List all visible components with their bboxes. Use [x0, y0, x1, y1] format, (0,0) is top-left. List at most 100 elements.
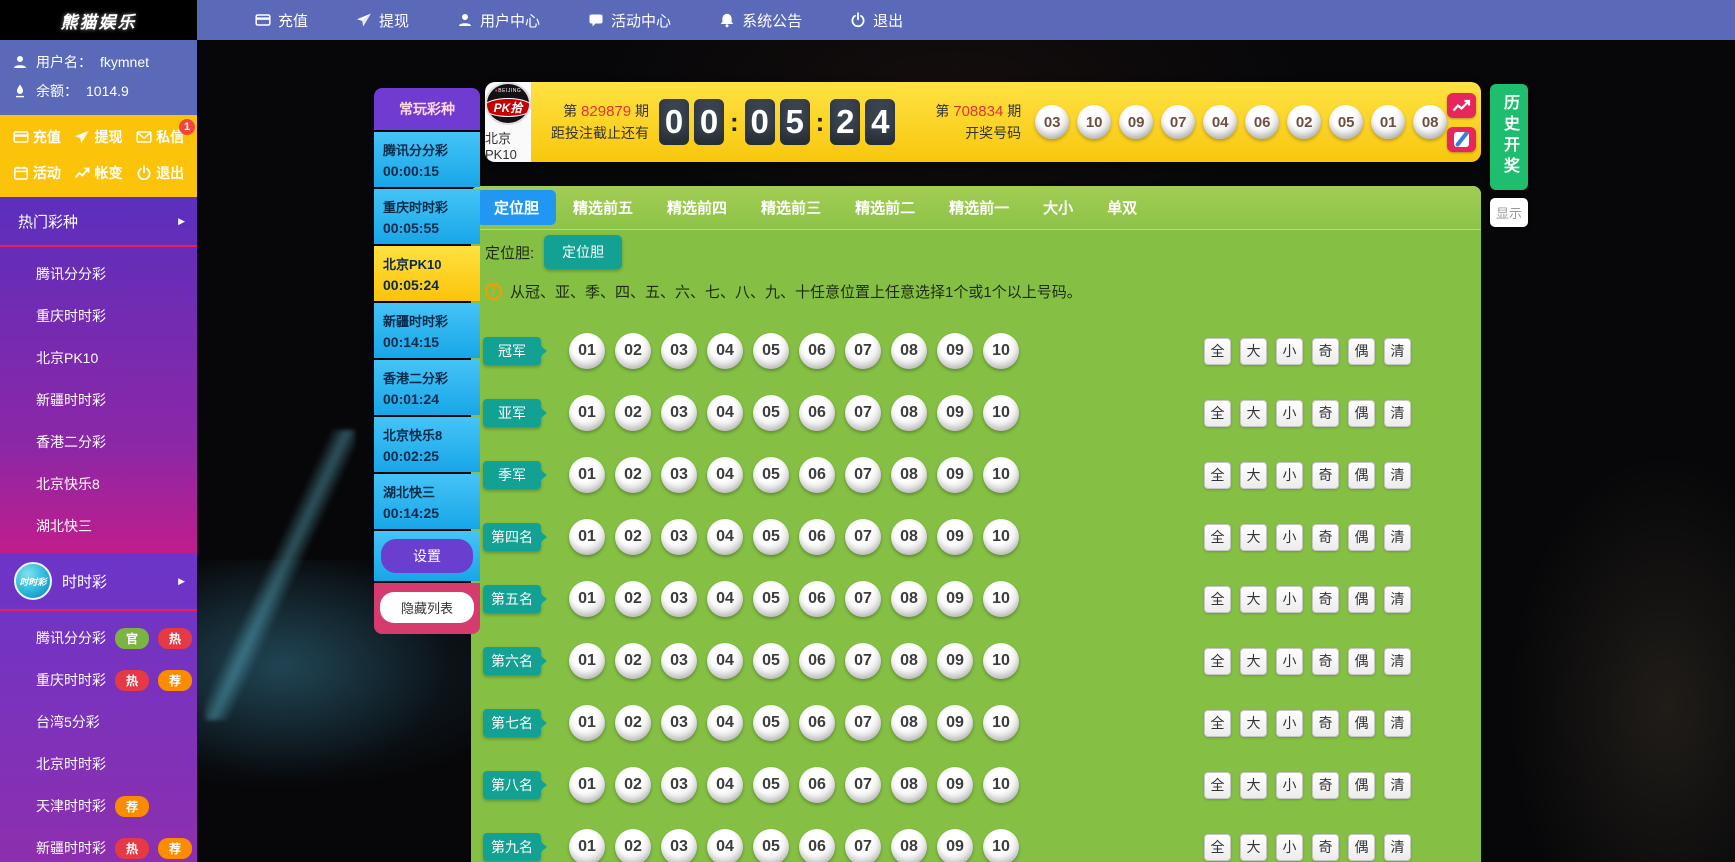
- bet-number-ball[interactable]: 03: [661, 643, 697, 679]
- mode-button[interactable]: 定位胆: [544, 235, 623, 269]
- bet-number-ball[interactable]: 07: [845, 333, 881, 369]
- bet-number-ball[interactable]: 05: [753, 395, 789, 431]
- bet-number-ball[interactable]: 07: [845, 705, 881, 741]
- bet-number-ball[interactable]: 03: [661, 767, 697, 803]
- sidebar-item[interactable]: 腾讯分分彩 官热: [0, 617, 197, 659]
- bet-tab[interactable]: 定位胆: [477, 190, 557, 225]
- sidebar-item[interactable]: 新疆时时彩 热荐: [0, 827, 197, 862]
- sidebar-item[interactable]: 北京PK10: [36, 350, 99, 366]
- quick-action-button[interactable]: 大: [1240, 833, 1267, 861]
- nav-item-logout[interactable]: 退出: [826, 0, 927, 40]
- bet-tab[interactable]: 大小: [1043, 200, 1074, 217]
- quick-button-withdraw[interactable]: 提现: [68, 127, 130, 147]
- quick-action-button[interactable]: 奇: [1312, 709, 1339, 737]
- quick-action-button[interactable]: 偶: [1348, 461, 1375, 489]
- nav-item-recharge[interactable]: 充值: [231, 0, 332, 40]
- lottery-list-item[interactable]: 湖北快三 00:14:25: [374, 474, 480, 529]
- show-button[interactable]: 显示: [1490, 198, 1528, 227]
- bet-number-ball[interactable]: 08: [891, 395, 927, 431]
- bet-number-ball[interactable]: 10: [983, 581, 1019, 617]
- sidebar-item[interactable]: 台湾5分彩: [36, 714, 100, 730]
- bet-number-ball[interactable]: 01: [569, 457, 605, 493]
- bet-number-ball[interactable]: 08: [891, 333, 927, 369]
- quick-action-button[interactable]: 偶: [1348, 771, 1375, 799]
- quick-button-logout[interactable]: 退出: [129, 163, 191, 183]
- bet-number-ball[interactable]: 01: [569, 705, 605, 741]
- bet-number-ball[interactable]: 07: [845, 519, 881, 555]
- bet-number-ball[interactable]: 04: [707, 333, 743, 369]
- bet-number-ball[interactable]: 01: [569, 333, 605, 369]
- bet-number-ball[interactable]: 04: [707, 581, 743, 617]
- quick-action-button[interactable]: 清: [1384, 585, 1411, 613]
- quick-action-button[interactable]: 小: [1276, 771, 1303, 799]
- sidebar-group-header[interactable]: 时时彩 时时彩 ▶: [0, 553, 197, 611]
- quick-action-button[interactable]: 大: [1240, 709, 1267, 737]
- bet-number-ball[interactable]: 05: [753, 643, 789, 679]
- bet-number-ball[interactable]: 02: [615, 643, 651, 679]
- bet-number-ball[interactable]: 02: [615, 581, 651, 617]
- bet-number-ball[interactable]: 10: [983, 395, 1019, 431]
- bet-number-ball[interactable]: 05: [753, 829, 789, 862]
- quick-action-button[interactable]: 全: [1204, 461, 1231, 489]
- quick-action-button[interactable]: 奇: [1312, 523, 1339, 551]
- quick-action-button[interactable]: 小: [1276, 337, 1303, 365]
- quick-action-button[interactable]: 小: [1276, 833, 1303, 861]
- quick-button-activity[interactable]: 活动: [6, 163, 68, 183]
- lottery-list-item[interactable]: 北京快乐8 00:02:25: [374, 417, 480, 472]
- bet-number-ball[interactable]: 03: [661, 519, 697, 555]
- quick-action-button[interactable]: 大: [1240, 337, 1267, 365]
- bet-number-ball[interactable]: 02: [615, 767, 651, 803]
- note-edit-icon[interactable]: [1447, 126, 1477, 152]
- quick-action-button[interactable]: 小: [1276, 585, 1303, 613]
- lottery-list-item[interactable]: 北京PK10 00:05:24: [374, 246, 480, 301]
- bet-number-ball[interactable]: 09: [937, 581, 973, 617]
- bet-number-ball[interactable]: 02: [615, 333, 651, 369]
- quick-action-button[interactable]: 小: [1276, 647, 1303, 675]
- bet-number-ball[interactable]: 01: [569, 581, 605, 617]
- bet-number-ball[interactable]: 01: [569, 643, 605, 679]
- quick-action-button[interactable]: 全: [1204, 585, 1231, 613]
- lottery-list-item[interactable]: 重庆时时彩 00:05:55: [374, 189, 480, 244]
- bet-tab[interactable]: 精选前三: [761, 200, 822, 217]
- quick-action-button[interactable]: 偶: [1348, 709, 1375, 737]
- sidebar-item[interactable]: 湖北快三: [36, 518, 92, 534]
- bet-number-ball[interactable]: 08: [891, 705, 927, 741]
- bet-number-ball[interactable]: 09: [937, 457, 973, 493]
- quick-action-button[interactable]: 全: [1204, 523, 1231, 551]
- sidebar-item[interactable]: 天津时时彩 荐: [0, 785, 197, 827]
- hide-list-button[interactable]: 隐藏列表: [380, 592, 474, 623]
- quick-action-button[interactable]: 全: [1204, 337, 1231, 365]
- quick-action-button[interactable]: 大: [1240, 585, 1267, 613]
- bet-number-ball[interactable]: 04: [707, 643, 743, 679]
- history-tab[interactable]: 历史开奖: [1490, 84, 1528, 190]
- bet-number-ball[interactable]: 05: [753, 581, 789, 617]
- bet-number-ball[interactable]: 09: [937, 333, 973, 369]
- bet-number-ball[interactable]: 02: [615, 519, 651, 555]
- lottery-list-item[interactable]: 新疆时时彩 00:14:15: [374, 303, 480, 358]
- quick-action-button[interactable]: 全: [1204, 399, 1231, 427]
- bet-number-ball[interactable]: 05: [753, 519, 789, 555]
- bet-number-ball[interactable]: 10: [983, 829, 1019, 862]
- bet-number-ball[interactable]: 05: [753, 457, 789, 493]
- bet-number-ball[interactable]: 03: [661, 395, 697, 431]
- quick-action-button[interactable]: 小: [1276, 461, 1303, 489]
- quick-button-messages[interactable]: 私信 1: [129, 119, 195, 147]
- quick-action-button[interactable]: 奇: [1312, 461, 1339, 489]
- sidebar-item[interactable]: 香港二分彩: [36, 434, 106, 450]
- quick-action-button[interactable]: 大: [1240, 771, 1267, 799]
- bet-number-ball[interactable]: 01: [569, 395, 605, 431]
- quick-action-button[interactable]: 清: [1384, 399, 1411, 427]
- quick-action-button[interactable]: 清: [1384, 523, 1411, 551]
- bet-number-ball[interactable]: 08: [891, 457, 927, 493]
- bet-number-ball[interactable]: 05: [753, 767, 789, 803]
- bet-number-ball[interactable]: 03: [661, 457, 697, 493]
- bet-number-ball[interactable]: 09: [937, 395, 973, 431]
- bet-number-ball[interactable]: 06: [799, 767, 835, 803]
- bet-number-ball[interactable]: 10: [983, 333, 1019, 369]
- quick-action-button[interactable]: 奇: [1312, 585, 1339, 613]
- quick-action-button[interactable]: 大: [1240, 399, 1267, 427]
- bet-number-ball[interactable]: 03: [661, 581, 697, 617]
- bet-tab[interactable]: 精选前四: [667, 200, 728, 217]
- quick-action-button[interactable]: 奇: [1312, 833, 1339, 861]
- quick-action-button[interactable]: 全: [1204, 833, 1231, 861]
